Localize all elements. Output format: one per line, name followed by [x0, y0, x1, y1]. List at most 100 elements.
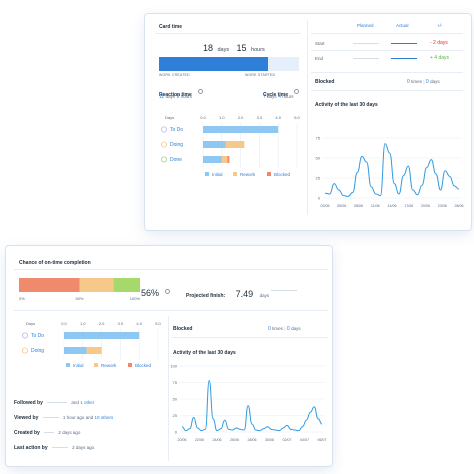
- y-tick-label: 100: [170, 364, 177, 369]
- x-tick-label: 06/07: [318, 438, 327, 442]
- total-days-value: 18: [203, 43, 214, 53]
- days-unit: days: [430, 79, 440, 84]
- chance-tick-label: 100%: [130, 296, 141, 301]
- legend-label: Initial: [212, 172, 223, 177]
- start-planned-line: [353, 43, 379, 44]
- cycle-time-value: 7 days 4 hours: [263, 94, 294, 100]
- x-tick-label: 11/06: [371, 204, 380, 208]
- stage-icon: [161, 156, 167, 163]
- cycle-days-unit: days: [267, 94, 277, 99]
- card-time-progress-fill: [159, 57, 269, 71]
- tick-label: 1.0: [219, 115, 225, 120]
- axis-label: Days: [26, 321, 35, 326]
- stage-icon: [161, 126, 167, 133]
- x-tick-label: 17/06: [404, 204, 413, 208]
- reaction-hours-unit: hours: [180, 94, 192, 99]
- chance-segment: [79, 278, 114, 292]
- tick-label: 2.0: [238, 115, 244, 120]
- tick-label: 3.0: [118, 321, 124, 326]
- blocked-stats: 0 times | 0 days: [268, 326, 301, 332]
- cycle-time-block: Cycle time: [263, 83, 300, 101]
- cycle-hours: 4: [278, 94, 281, 100]
- stage-bar: [203, 156, 222, 163]
- tick-label: 4.0: [275, 115, 281, 120]
- info-icon[interactable]: [294, 89, 300, 95]
- chance-percent: 56%: [141, 288, 160, 298]
- viewed-others-link[interactable]: 10 others: [94, 415, 114, 420]
- tick-label: 5.0: [294, 115, 300, 120]
- viewed-by-row: Viewed by 1 hour ago and 10 others: [14, 415, 113, 421]
- start-diff: - 2 days: [430, 40, 448, 46]
- x-tick-label: 20/06: [421, 204, 430, 208]
- reaction-days-unit: days: [165, 94, 176, 99]
- info-icon[interactable]: [165, 289, 171, 295]
- stage-time-chart-2: Days 0.0 1.0 2.0 3.0 4.0 5.0 To Do Doing Initial R…: [22, 321, 162, 368]
- x-tick-label: 26/06: [455, 204, 464, 208]
- completion-panel: Chance of on-time completion 0% 50% 100% 5…: [6, 246, 332, 466]
- last-action-row: Last action by 2 days ago: [14, 445, 94, 451]
- total-hours-unit: hours: [251, 47, 265, 53]
- tick-label: 4.0: [136, 321, 142, 326]
- x-tick-label: 02/06: [321, 204, 330, 208]
- legend-swatch: [66, 363, 70, 367]
- projected-label: Projected finish:: [186, 293, 226, 299]
- activity-chart: 0 25 50 75 02/06 05/06 08/06 11/06 14/06 17/06 20/…: [316, 136, 464, 209]
- chance-tick-label: 0%: [19, 296, 25, 301]
- projected-value: 7.49: [235, 289, 254, 299]
- x-tick-label: 02/07: [283, 438, 292, 442]
- chance-segment: [113, 278, 140, 292]
- days-unit: days: [291, 326, 301, 331]
- start-row-label: Start: [315, 41, 325, 46]
- legend-label: Initial: [73, 363, 84, 368]
- x-tick-label: 05/06: [337, 204, 346, 208]
- stage-label: Done: [170, 157, 182, 163]
- chance-value-block: 56%: [141, 283, 171, 301]
- reaction-time-label: Reaction time: [159, 92, 192, 98]
- stage-icon: [161, 141, 167, 148]
- stage-bar: [225, 141, 245, 148]
- tick-label: 3.0: [257, 115, 263, 120]
- times-unit: times: [411, 79, 422, 84]
- chance-segment: [19, 278, 80, 292]
- activity-line: [324, 143, 460, 197]
- end-row-label: End: [315, 56, 324, 61]
- activity-title: Activity of the last 30 days: [315, 102, 378, 108]
- followed-other-link[interactable]: 1 other: [80, 400, 95, 405]
- y-tick-label: 25: [316, 176, 321, 181]
- y-tick-label: 50: [173, 397, 178, 402]
- tick-label: 5.0: [155, 321, 161, 326]
- reaction-days: 11: [159, 94, 165, 100]
- x-tick-label: 24/06: [213, 438, 222, 442]
- x-tick-label: 04/07: [300, 438, 309, 442]
- viewed-and: and: [85, 415, 94, 420]
- tick-label: 0.0: [200, 115, 206, 120]
- followed-and: and: [71, 400, 79, 405]
- work-started-label: WORK STARTED: [245, 73, 276, 77]
- y-tick-label: 75: [173, 380, 178, 385]
- last-action-label: Last action by: [14, 445, 48, 451]
- stage-label: To Do: [31, 333, 44, 339]
- info-icon[interactable]: [198, 89, 204, 95]
- last-action-ago: 2 days ago: [72, 445, 95, 450]
- reaction-hours: 9: [176, 94, 180, 100]
- activity-line: [181, 380, 323, 432]
- blocked-label: Blocked: [315, 79, 335, 85]
- projected-finish-block: Projected finish: 7.49 days: [186, 284, 269, 302]
- end-planned-line: [353, 58, 379, 59]
- card-time-label: Card time: [159, 24, 183, 30]
- legend-swatch: [128, 363, 132, 367]
- legend-label: Blocked: [135, 363, 152, 368]
- stage-bar: [64, 347, 87, 354]
- stage-icon: [22, 332, 28, 339]
- cycle-time-label: Cycle time: [263, 92, 289, 98]
- total-days-unit: days: [217, 47, 230, 53]
- legend-label: Rework: [240, 172, 256, 177]
- followed-by-row: Followed by and 1 other: [14, 400, 94, 406]
- x-tick-label: 30/06: [265, 438, 274, 442]
- diff-header: +/-: [437, 23, 443, 28]
- stage-bar: [221, 156, 228, 163]
- x-tick-label: 23/06: [438, 204, 447, 208]
- total-hours-value: 15: [236, 43, 247, 53]
- stage-label: To Do: [170, 127, 183, 133]
- y-tick-label: 25: [173, 413, 178, 418]
